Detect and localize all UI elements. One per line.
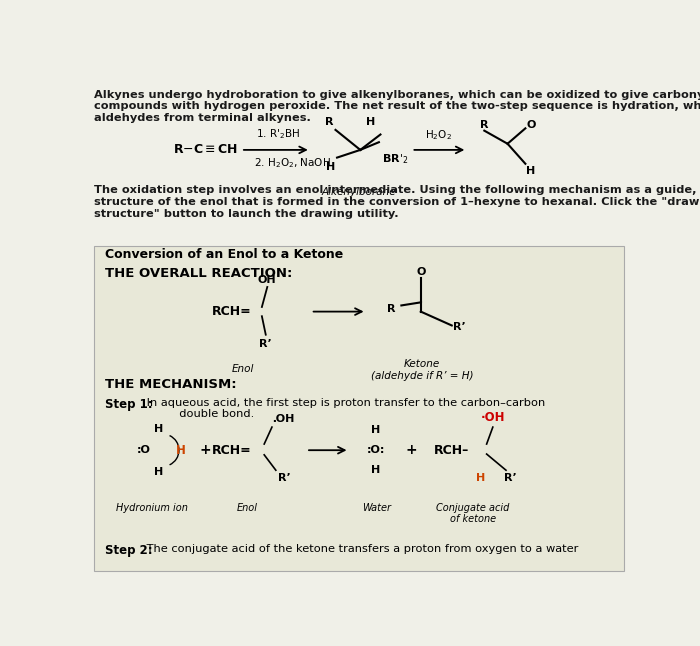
- Text: R’: R’: [454, 322, 466, 332]
- Text: 1. R$'_{2}$BH: 1. R$'_{2}$BH: [256, 128, 300, 141]
- Text: +: +: [405, 443, 417, 457]
- Text: R: R: [480, 120, 489, 130]
- Text: Ketone
(aldehyde if R’ = H): Ketone (aldehyde if R’ = H): [371, 359, 473, 381]
- Text: RCH=: RCH=: [211, 444, 251, 457]
- Text: R’: R’: [260, 339, 272, 349]
- Text: R$-$C$\equiv$CH: R$-$C$\equiv$CH: [173, 143, 238, 156]
- Text: H: H: [526, 167, 536, 176]
- Text: BR$'_{2}$: BR$'_{2}$: [382, 152, 408, 166]
- Text: RCH=: RCH=: [211, 305, 251, 318]
- Text: Water: Water: [362, 503, 391, 512]
- Text: 2. H$_{2}$O$_{2}$, NaOH: 2. H$_{2}$O$_{2}$, NaOH: [254, 156, 331, 170]
- Text: Conjugate acid
of ketone: Conjugate acid of ketone: [436, 503, 510, 524]
- Text: Hydronium ion: Hydronium ion: [116, 503, 188, 512]
- Text: Alkynes undergo hydroboration to give alkenylboranes, which can be oxidized to g: Alkynes undergo hydroboration to give al…: [94, 90, 700, 123]
- Text: O: O: [416, 267, 426, 277]
- Text: In aqueous acid, the first step is proton transfer to the carbon–carbon
        : In aqueous acid, the first step is proto…: [144, 398, 545, 419]
- Text: Step 1:: Step 1:: [104, 398, 152, 411]
- Text: RCH–: RCH–: [434, 444, 469, 457]
- Text: H: H: [176, 444, 186, 457]
- Text: The conjugate acid of the ketone transfers a proton from oxygen to a water: The conjugate acid of the ketone transfe…: [144, 544, 579, 554]
- Text: R’: R’: [504, 474, 517, 483]
- Text: H: H: [365, 117, 375, 127]
- Text: R: R: [387, 304, 395, 313]
- Text: H: H: [371, 465, 380, 475]
- Text: H: H: [326, 162, 335, 172]
- Text: H$_{2}$O$_{2}$: H$_{2}$O$_{2}$: [425, 129, 452, 142]
- Text: :O:: :O:: [367, 445, 385, 455]
- Text: H: H: [371, 425, 380, 435]
- Text: THE OVERALL REACTION:: THE OVERALL REACTION:: [104, 267, 292, 280]
- Text: R: R: [325, 117, 334, 127]
- Text: Alkenylborane: Alkenylborane: [321, 187, 396, 197]
- Text: ․OH: ․OH: [272, 414, 294, 424]
- Text: R’: R’: [278, 474, 291, 483]
- FancyBboxPatch shape: [94, 246, 624, 571]
- Text: H: H: [154, 424, 163, 433]
- Text: Step 2:: Step 2:: [104, 544, 152, 557]
- Text: H: H: [154, 467, 163, 477]
- Text: :O: :O: [137, 445, 151, 455]
- Text: H: H: [476, 474, 485, 483]
- Text: +: +: [199, 443, 211, 457]
- Text: OH: OH: [258, 275, 276, 285]
- Text: THE MECHANISM:: THE MECHANISM:: [104, 378, 236, 391]
- Text: O: O: [526, 120, 536, 130]
- Text: Enol: Enol: [231, 364, 253, 374]
- Text: Conversion of an Enol to a Ketone: Conversion of an Enol to a Ketone: [104, 249, 343, 262]
- Text: Enol: Enol: [237, 503, 258, 512]
- Text: ·OH: ·OH: [481, 411, 505, 424]
- Text: The oxidation step involves an enol intermediate. Using the following mechanism : The oxidation step involves an enol inte…: [94, 185, 700, 218]
